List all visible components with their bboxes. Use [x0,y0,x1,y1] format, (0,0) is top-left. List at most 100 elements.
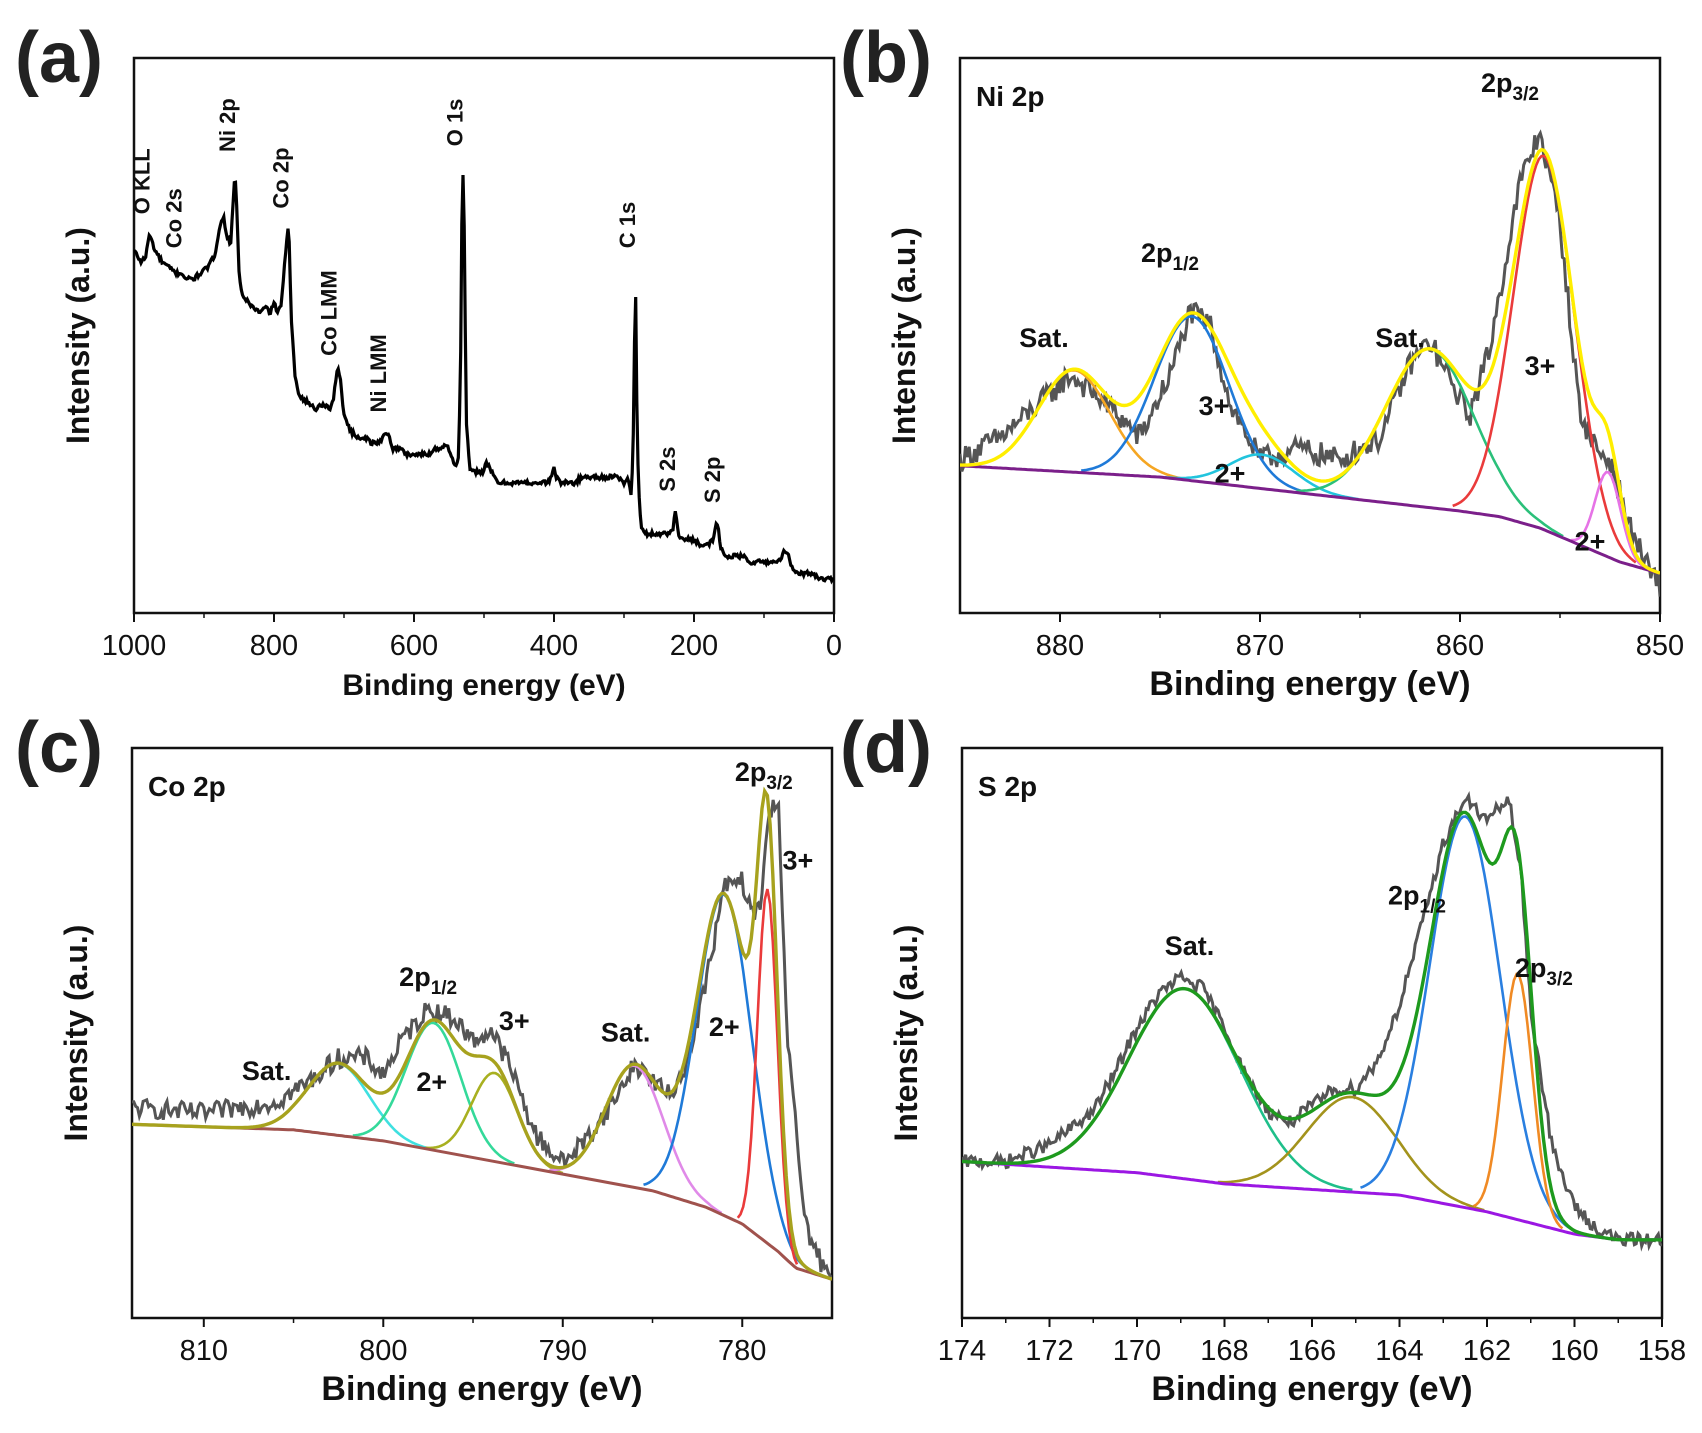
fit-component-peak [1217,1095,1485,1212]
panel-label: (c) [15,708,103,788]
plot-area [960,129,1660,597]
fit-component-peak [1472,972,1564,1230]
x-axis-label: Binding energy (eV) [342,669,625,702]
x-tick-label: 850 [1636,630,1684,662]
peak-annotation: O 1s [442,99,467,147]
peak-annotation: Sat. [1165,931,1215,961]
panel-label: (b) [840,18,932,98]
fit-envelope-line [962,810,1662,1242]
panel-title: Ni 2p [976,81,1044,112]
y-axis-label: Intensity (a.u.) [58,925,94,1142]
peak-annotation: 2p3/2 [1515,953,1573,990]
x-tick-label: 400 [530,630,578,662]
annotations: Sat. 2p1/2 2+ 3+ Sat. 2+ 2p3/2 3+ [242,757,813,1097]
panel-b: (b) 880 870 860 850 Binding energy (eV) Intens… [840,18,1684,703]
x-tick-label: 600 [390,630,438,662]
y-axis-label: Intensity (a.u.) [60,227,96,444]
fit-component-peak [549,1064,723,1215]
x-tick-label: 166 [1288,1335,1336,1367]
x-tick-label: 810 [180,1335,228,1367]
fit-component-peak [1360,815,1572,1230]
x-tick-label: 880 [1036,630,1084,662]
background-line [962,1160,1662,1242]
fit-envelope-line [132,786,832,1281]
annotations: O KLL Co 2s Ni 2p Co 2p Co LMM Ni LMM O 1s C 1s… [129,98,725,503]
panel-a: (a) 1000 800 600 400 200 0 Binding energy (eV) I… [15,18,842,702]
x-axis-label: Binding energy (eV) [321,1370,642,1408]
x-axis: 1000 800 600 400 200 0 [102,613,842,662]
peak-annotation: 2p3/2 [1481,68,1539,105]
peak-annotation: 2p3/2 [735,757,793,794]
x-tick-label: 0 [826,630,842,662]
fit-component-peak [736,888,799,1265]
x-tick-label: 790 [539,1335,587,1367]
x-tick-label: 158 [1638,1335,1686,1367]
peak-annotation: 3+ [782,846,813,876]
plot-area [132,786,832,1281]
x-tick-label: 174 [938,1335,986,1367]
peak-annotation: 2p1/2 [1141,238,1199,275]
panel-label: (a) [15,18,103,98]
peak-annotation: Sat. [1375,323,1425,353]
peak-annotation: 2+ [1575,527,1606,557]
plot-frame [958,56,1662,615]
x-tick-label: 160 [1550,1335,1598,1367]
x-tick-label: 870 [1236,630,1284,662]
x-axis-label: Binding energy (eV) [1151,1370,1472,1408]
plot-frame [130,746,834,1320]
fit-component-peak [1164,453,1359,501]
fit-component-peak [1018,987,1353,1192]
x-tick-label: 1000 [102,630,167,662]
x-tick-label: 800 [250,630,298,662]
panel-d: (d) 174 172 170 168 166 164 162 160 158 Binding en… [840,708,1686,1408]
panel-title: Co 2p [148,771,226,802]
x-tick-label: 170 [1113,1335,1161,1367]
survey-spectrum-line [134,174,834,585]
x-axis: 810 800 790 780 [180,1318,766,1367]
peak-annotation: 3+ [1525,351,1556,381]
x-tick-label: 860 [1436,630,1484,662]
panel-title: S 2p [978,771,1037,802]
x-axis-label: Binding energy (eV) [1149,665,1470,703]
x-tick-label: 200 [670,630,718,662]
panel-label: (d) [840,708,932,788]
x-tick-label: 162 [1463,1335,1511,1367]
peak-annotation: C 1s [615,202,640,248]
peak-annotation: S 2s [655,446,680,491]
x-tick-label: 168 [1200,1335,1248,1367]
peak-annotation: 2p1/2 [1388,880,1446,917]
peak-annotation: Ni 2p [215,98,240,152]
experimental-data-line [132,799,832,1280]
x-axis: 174 172 170 168 166 164 162 160 158 [938,1318,1686,1367]
fit-component-peak [1571,470,1648,570]
fit-envelope-line [960,147,1660,575]
peak-annotation: 3+ [499,1006,530,1036]
peak-annotation: Co 2s [162,188,187,248]
fit-component-peak [1081,315,1305,493]
x-axis: 880 870 860 850 [1036,613,1684,662]
peak-annotation: Co LMM [316,270,341,356]
peak-annotation: Co 2p [269,147,294,208]
peak-annotation: 2+ [416,1067,447,1097]
fit-component-peak [352,1021,515,1165]
peak-annotation: Sat. [242,1056,292,1086]
peak-annotation: 2+ [1215,459,1246,489]
plot-frame [960,746,1664,1320]
annotations: Sat. 2p1/2 2p3/2 [1165,880,1573,990]
peak-annotation: 3+ [1199,391,1230,421]
panel-c: (c) 810 800 790 780 Binding energy (eV) Intens… [15,708,834,1408]
peak-annotation: O KLL [129,148,154,214]
annotations: Sat. 2p1/2 3+ 2+ Sat. 2p3/2 3+ 2+ [1019,68,1605,557]
x-tick-label: 800 [359,1335,407,1367]
x-tick-label: 780 [718,1335,766,1367]
peak-annotation: Ni LMM [366,334,391,412]
plot-area [134,174,834,585]
plot-area [962,790,1662,1252]
background-line [132,1122,832,1281]
x-tick-label: 172 [1025,1335,1073,1367]
peak-annotation: Sat. [1019,323,1069,353]
x-tick-label: 164 [1375,1335,1423,1367]
y-axis-label: Intensity (a.u.) [888,925,924,1142]
peak-annotation: Sat. [601,1017,651,1047]
